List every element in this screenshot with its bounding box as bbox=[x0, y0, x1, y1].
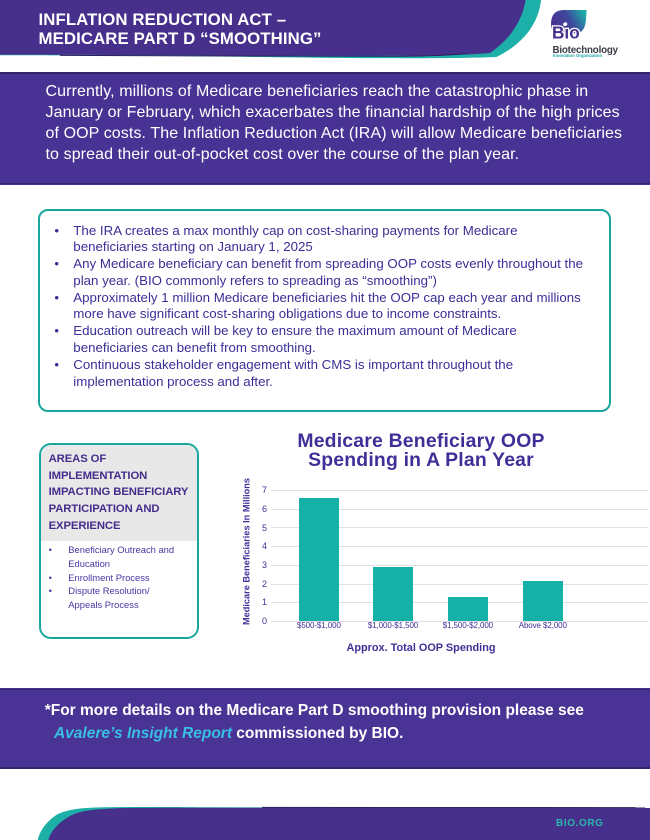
svg-text:Innovation Organization: Innovation Organization bbox=[553, 53, 602, 58]
svg-text:Bıo: Bıo bbox=[552, 23, 580, 43]
svg-text:Biotechnology: Biotechnology bbox=[553, 45, 619, 56]
svg-text:Bıo: Bıo bbox=[552, 23, 580, 43]
